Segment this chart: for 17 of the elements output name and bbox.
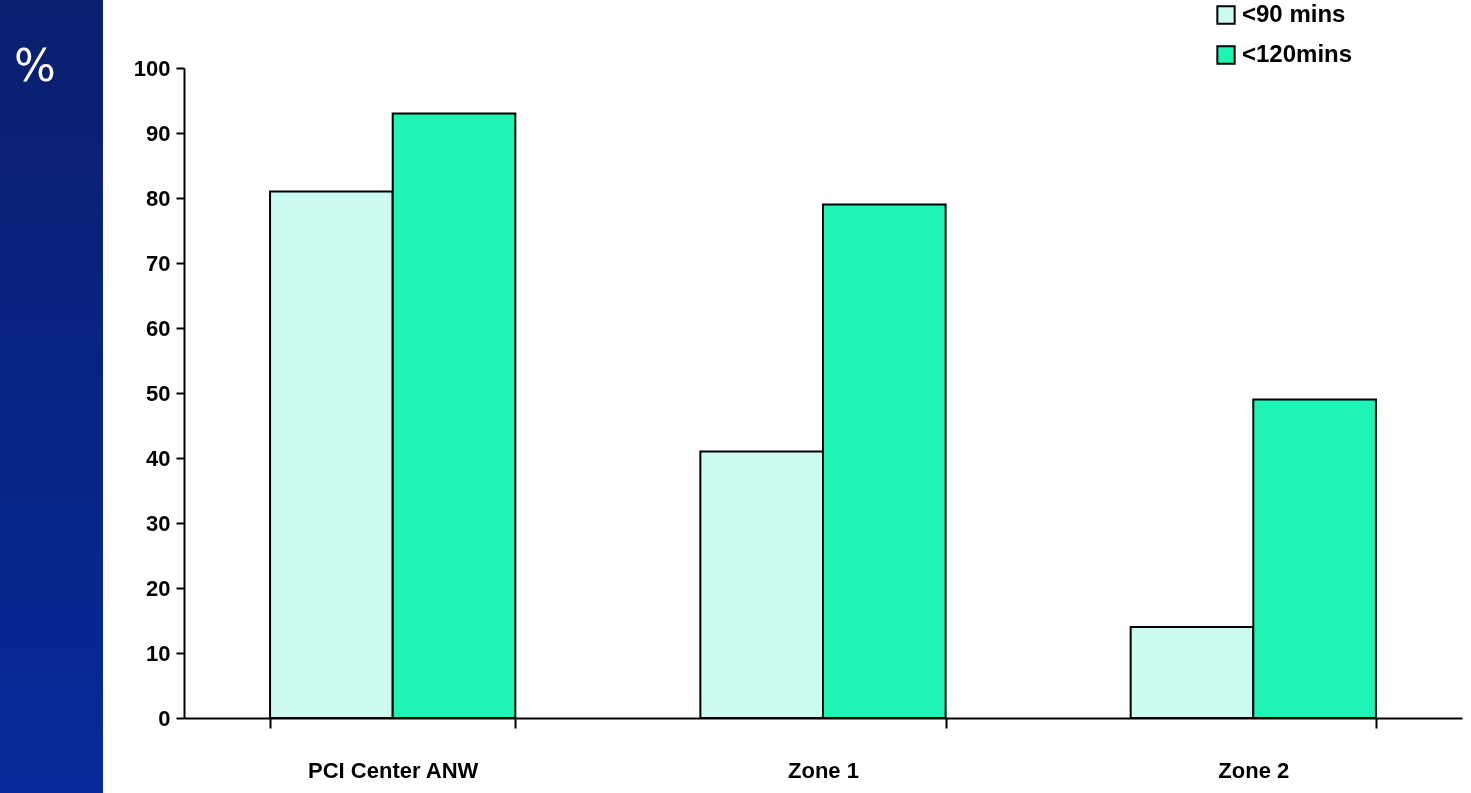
y-tick-label: 50 xyxy=(146,380,171,406)
y-tick-label: 30 xyxy=(146,510,171,536)
y-tick-label: 60 xyxy=(146,315,171,341)
legend-label: <120mins xyxy=(1242,40,1353,67)
y-tick-label: 90 xyxy=(146,120,171,146)
x-tick-label: PCI Center ANW xyxy=(308,757,479,783)
y-axis-title: % xyxy=(14,40,56,91)
y-tick-label: 0 xyxy=(158,705,171,731)
legend-label: <90 mins xyxy=(1242,0,1346,27)
y-tick-label: 70 xyxy=(146,250,171,276)
y-tick-label: 80 xyxy=(146,185,171,211)
x-tick-label: Zone 2 xyxy=(1218,757,1290,783)
y-tick-label: 40 xyxy=(146,445,171,471)
x-tick-label: Zone 1 xyxy=(788,757,859,783)
y-tick-label: 10 xyxy=(146,640,171,666)
y-tick-label: 100 xyxy=(133,55,171,81)
y-tick-label: 20 xyxy=(146,575,171,601)
